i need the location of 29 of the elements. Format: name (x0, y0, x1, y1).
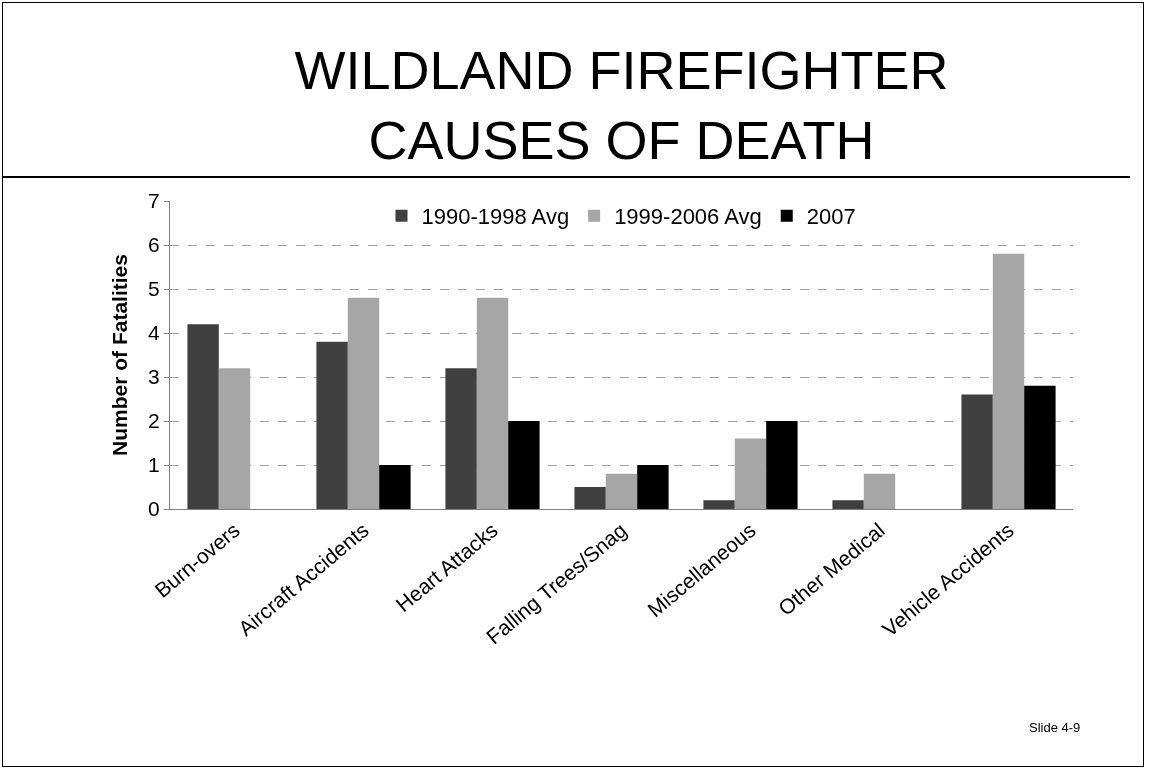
legend-label: 2007 (806, 204, 856, 230)
bar (766, 421, 798, 509)
text: Slide 4-9 (1029, 720, 1081, 735)
bar (379, 465, 411, 509)
bar (961, 394, 993, 509)
bar (508, 421, 540, 509)
bar (703, 500, 735, 509)
y-axis-title: Number of Fatalities (108, 254, 132, 456)
y-tick-label: 4 (148, 321, 161, 345)
y-tick-label: 7 (148, 189, 160, 213)
bar (863, 473, 896, 509)
bar (347, 297, 380, 509)
bar (574, 487, 606, 509)
y-tick-label: 0 (148, 497, 160, 521)
legend-label: 1990-1998 Avg (421, 204, 570, 230)
bar (637, 465, 669, 509)
y-tick-label: 6 (148, 233, 160, 257)
y-tick-label: 2 (148, 409, 160, 433)
legend-label: 1999-2006 Avg (614, 204, 762, 230)
y-tick-label: 5 (148, 277, 160, 301)
chart-title: WILDLAND FIREFIGHTER CAUSES OF DEATH (294, 39, 949, 170)
bar (445, 368, 477, 509)
bar (316, 341, 348, 509)
bar (832, 500, 864, 509)
bar (1024, 385, 1056, 509)
bar (605, 473, 638, 509)
y-tick-label: 3 (148, 365, 160, 389)
y-tick-label: 1 (148, 453, 160, 477)
bar (187, 324, 219, 509)
